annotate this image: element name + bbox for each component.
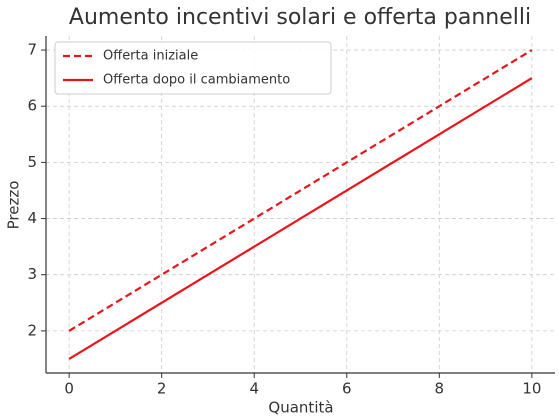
y-tick-label: 6 bbox=[27, 97, 37, 115]
x-tick-label: 0 bbox=[64, 380, 74, 398]
series-line bbox=[68, 77, 533, 360]
legend-label: Offerta iniziale bbox=[103, 49, 198, 64]
y-tick-label: 2 bbox=[27, 321, 37, 339]
x-tick-label: 10 bbox=[522, 380, 541, 398]
x-tick-label: 8 bbox=[435, 380, 445, 398]
x-tick-label: 6 bbox=[342, 380, 352, 398]
legend-label: Offerta dopo il cambiamento bbox=[103, 73, 290, 88]
y-tick-label: 5 bbox=[27, 153, 37, 171]
legend-box bbox=[54, 41, 332, 95]
y-tick-label: 4 bbox=[27, 209, 37, 227]
y-tick-label: 7 bbox=[27, 41, 37, 59]
chart-title: Aumento incentivi solari e offerta panne… bbox=[69, 5, 531, 30]
y-axis-label: Prezzo bbox=[5, 181, 23, 230]
x-axis-label: Quantità bbox=[268, 399, 333, 417]
series-line bbox=[68, 49, 533, 332]
y-tick-label: 3 bbox=[27, 265, 37, 283]
x-tick-label: 2 bbox=[157, 380, 167, 398]
x-tick-label: 4 bbox=[249, 380, 259, 398]
